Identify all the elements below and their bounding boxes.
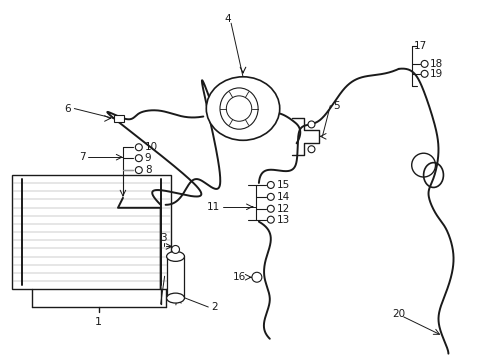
Ellipse shape bbox=[220, 88, 258, 129]
Circle shape bbox=[420, 70, 427, 77]
Circle shape bbox=[267, 193, 274, 201]
Text: 14: 14 bbox=[276, 192, 289, 202]
Bar bbox=[114, 114, 123, 122]
Circle shape bbox=[307, 146, 314, 153]
Text: 16: 16 bbox=[232, 272, 245, 282]
Text: 3: 3 bbox=[160, 233, 166, 243]
Text: 12: 12 bbox=[276, 204, 289, 214]
Circle shape bbox=[135, 167, 142, 174]
Circle shape bbox=[226, 96, 251, 121]
Ellipse shape bbox=[166, 251, 184, 261]
Circle shape bbox=[267, 216, 274, 223]
Text: 5: 5 bbox=[333, 100, 339, 111]
Ellipse shape bbox=[206, 77, 279, 140]
Circle shape bbox=[171, 246, 179, 253]
Text: 18: 18 bbox=[428, 59, 442, 69]
Circle shape bbox=[251, 272, 262, 282]
Text: 17: 17 bbox=[413, 41, 426, 51]
Text: 15: 15 bbox=[276, 180, 289, 190]
Circle shape bbox=[267, 205, 274, 212]
Text: 6: 6 bbox=[64, 104, 71, 113]
Circle shape bbox=[420, 60, 427, 67]
Text: 11: 11 bbox=[206, 202, 220, 212]
Text: 7: 7 bbox=[79, 152, 85, 162]
Circle shape bbox=[307, 121, 314, 128]
Circle shape bbox=[411, 153, 435, 177]
Text: 13: 13 bbox=[276, 215, 289, 225]
Circle shape bbox=[135, 155, 142, 162]
Text: 4: 4 bbox=[224, 14, 231, 24]
Bar bbox=[166, 256, 184, 298]
Text: 20: 20 bbox=[391, 309, 405, 319]
Text: 10: 10 bbox=[144, 142, 158, 152]
Text: 1: 1 bbox=[95, 317, 102, 327]
Text: 19: 19 bbox=[428, 69, 442, 79]
Bar bbox=[12, 175, 170, 289]
Text: 2: 2 bbox=[211, 302, 218, 312]
Circle shape bbox=[135, 144, 142, 151]
Text: 9: 9 bbox=[144, 153, 151, 163]
Circle shape bbox=[267, 181, 274, 188]
Text: 8: 8 bbox=[144, 165, 151, 175]
Ellipse shape bbox=[166, 293, 184, 303]
